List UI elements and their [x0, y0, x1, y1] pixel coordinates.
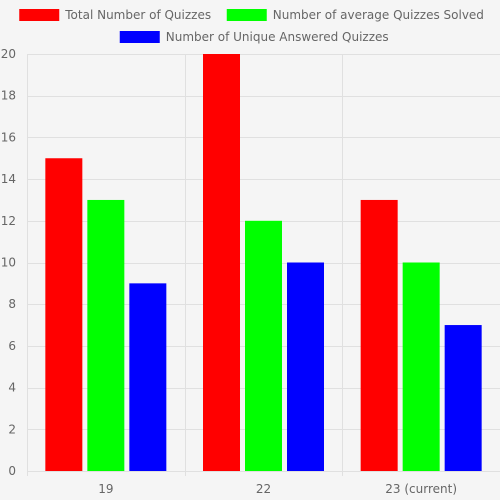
bar-3-1[interactable]: [129, 283, 167, 471]
legend: Total Number of Quizzes Number of average…: [19, 8, 484, 44]
y-tick-label: 14: [1, 172, 16, 186]
legend-label: Number of average Quizzes Solved: [273, 8, 484, 22]
bar-3-2[interactable]: [287, 262, 324, 472]
bar-2-3[interactable]: [402, 262, 440, 472]
legend-label: Number of Unique Answered Quizzes: [166, 30, 389, 44]
legend-label: Total Number of Quizzes: [64, 8, 211, 22]
y-axis-ticks: 0 2 4 6 8 10 12 14 16 18 20: [1, 47, 16, 478]
legend-item[interactable]: Total Number of Quizzes: [19, 8, 211, 22]
x-tick-label: 23 (current): [385, 482, 457, 496]
y-tick-label: 18: [1, 89, 16, 103]
legend-item[interactable]: Number of Unique Answered Quizzes: [119, 30, 389, 44]
legend-swatch: [19, 9, 60, 21]
bar-1-2[interactable]: [203, 54, 240, 471]
legend-swatch: [119, 31, 160, 43]
x-axis-labels: 19 22 23 (current): [98, 482, 457, 496]
y-tick-label: 8: [8, 297, 16, 311]
bar-2-2[interactable]: [245, 220, 282, 471]
y-tick-label: 4: [8, 381, 16, 395]
bar-1-1[interactable]: [45, 158, 83, 471]
y-tick-label: 0: [8, 464, 16, 478]
y-tick-label: 20: [1, 47, 16, 61]
legend-item[interactable]: Number of average Quizzes Solved: [226, 8, 484, 22]
bar-2-1[interactable]: [87, 199, 125, 471]
y-tick-label: 10: [1, 256, 16, 270]
y-tick-label: 12: [1, 214, 16, 228]
y-tick-label: 6: [8, 339, 16, 353]
bar-3-3[interactable]: [444, 325, 482, 471]
legend-swatch: [226, 9, 267, 21]
x-tick-label: 19: [98, 482, 113, 496]
y-tick-label: 2: [8, 422, 16, 436]
bars: [45, 54, 482, 472]
y-tick-label: 16: [1, 130, 16, 144]
x-tick-label: 22: [256, 482, 271, 496]
bar-1-3[interactable]: [360, 199, 398, 471]
